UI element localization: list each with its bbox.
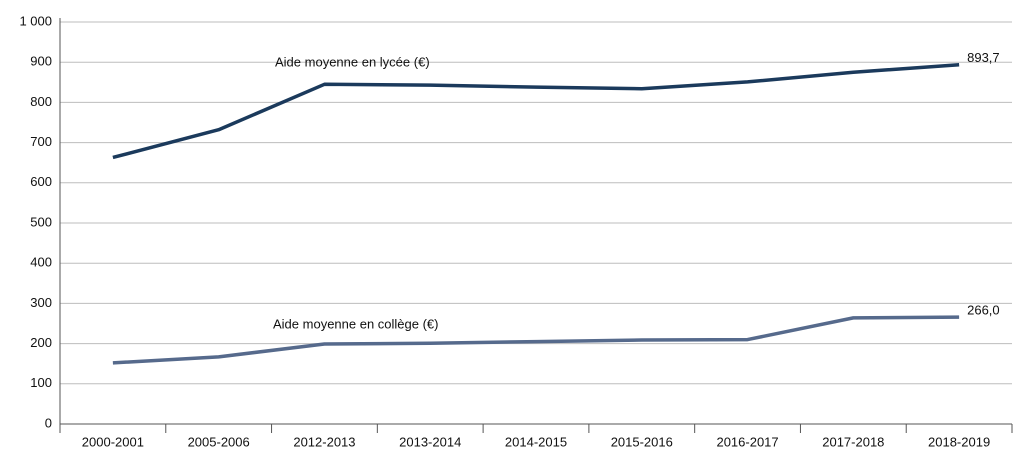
- y-tick-label: 700: [30, 134, 52, 149]
- y-tick-label: 100: [30, 375, 52, 390]
- x-tick-label: 2014-2015: [505, 434, 567, 449]
- y-tick-label: 500: [30, 214, 52, 229]
- x-tick-label: 2015-2016: [611, 434, 673, 449]
- x-tick-label: 2018-2019: [928, 434, 990, 449]
- value-label: 266,0: [967, 303, 1000, 318]
- y-tick-label: 300: [30, 295, 52, 310]
- y-tick-label: 900: [30, 54, 52, 69]
- y-tick-label: 1 000: [19, 13, 52, 28]
- y-tick-label: 400: [30, 255, 52, 270]
- x-tick-label: 2016-2017: [716, 434, 778, 449]
- series-line: [112, 62, 960, 160]
- x-tick-label: 2017-2018: [822, 434, 884, 449]
- value-label: 893,7: [967, 50, 1000, 65]
- y-tick-label: 200: [30, 335, 52, 350]
- x-tick-label: 2012-2013: [293, 434, 355, 449]
- series-label: Aide moyenne en collège (€): [273, 316, 439, 331]
- y-tick-label: 0: [45, 415, 52, 430]
- y-tick-label: 800: [30, 94, 52, 109]
- series-label: Aide moyenne en lycée (€): [275, 54, 430, 69]
- series-line: [112, 315, 960, 365]
- x-tick-label: 2005-2006: [188, 434, 250, 449]
- y-tick-label: 600: [30, 174, 52, 189]
- x-tick-label: 2013-2014: [399, 434, 461, 449]
- x-tick-label: 2000-2001: [82, 434, 144, 449]
